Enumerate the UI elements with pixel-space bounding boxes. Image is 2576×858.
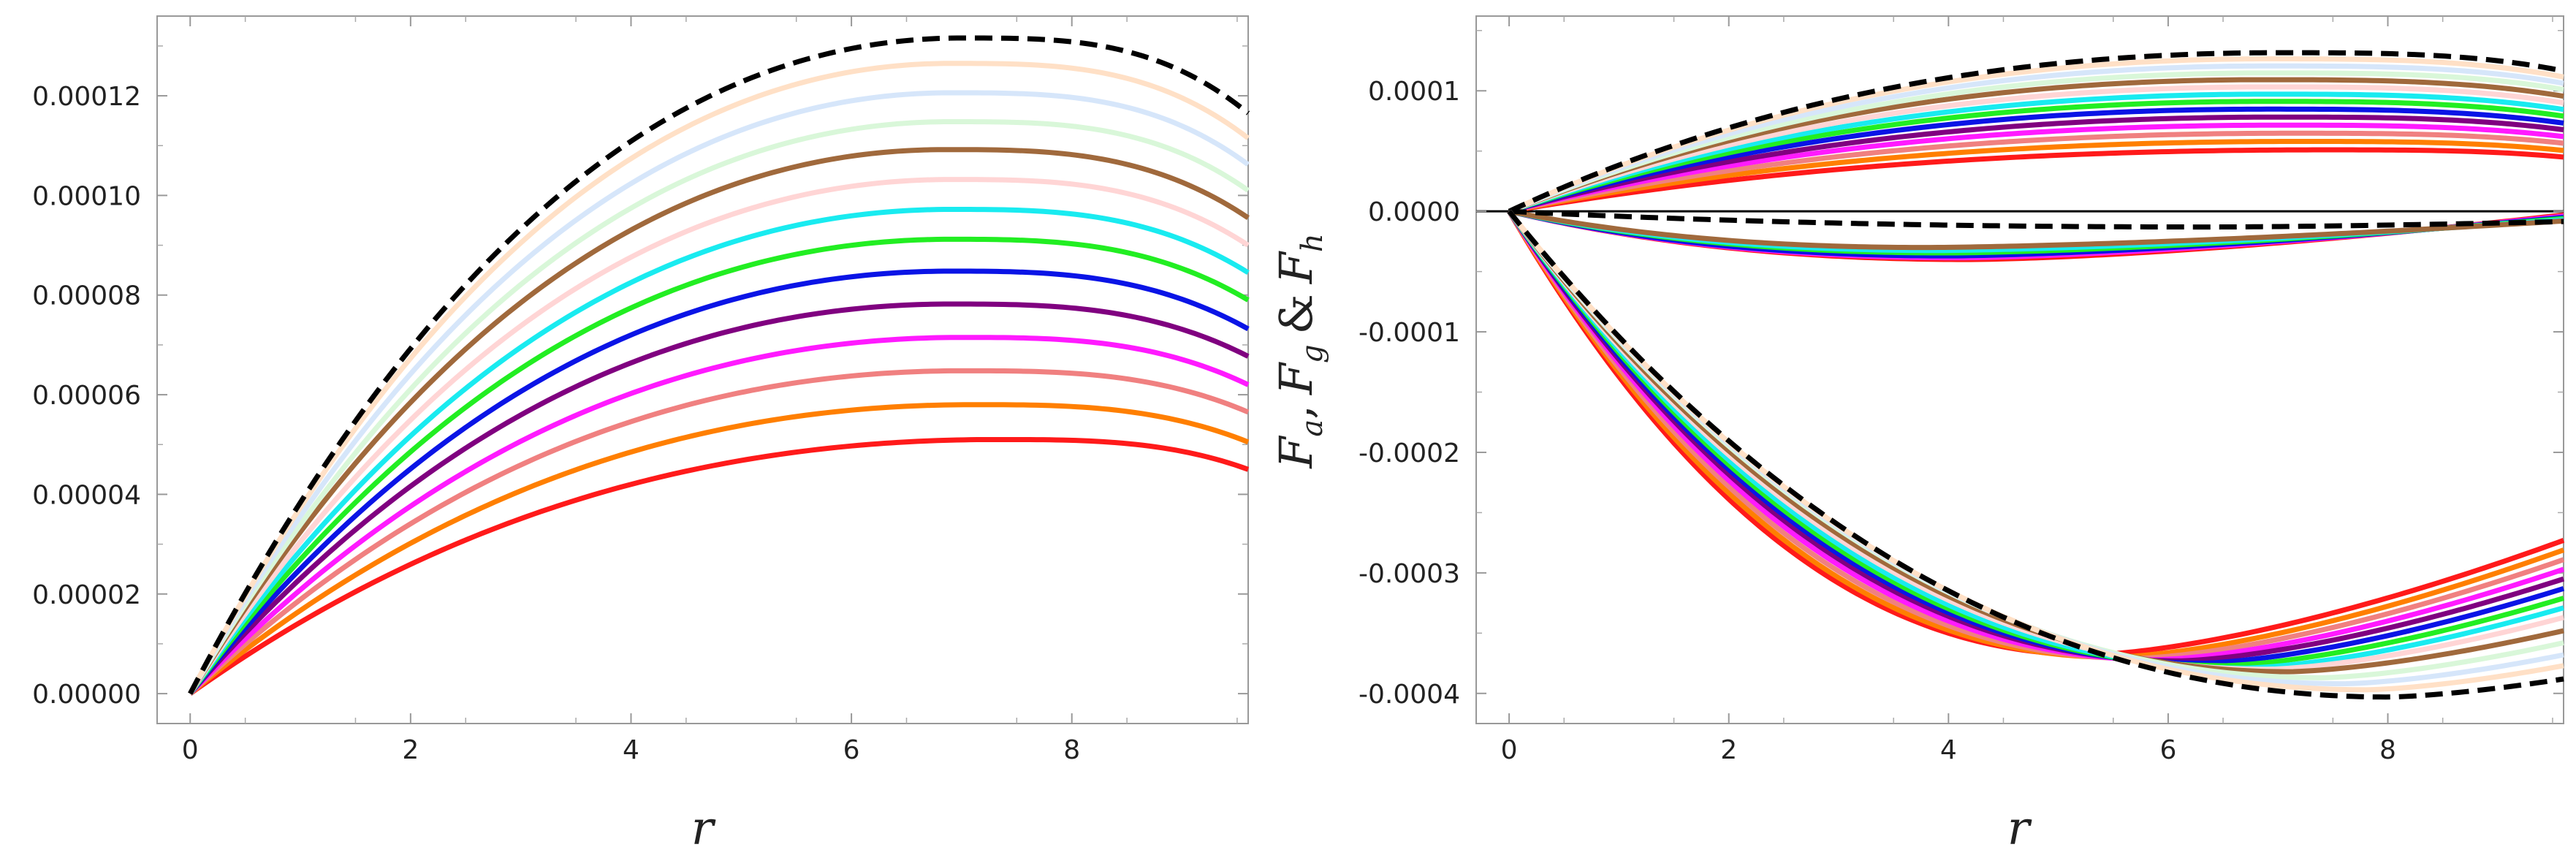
right-y-tick-label: -0.0003 [1359,559,1460,589]
right-upper-series-line-green-light [1508,70,2564,214]
right-lower-series-line-peach-light [1507,209,2564,693]
ylabel-ampersand: & [1269,294,1323,334]
right-lower-series-line-black-dashed [1507,209,2564,700]
right-lower-series-line-magenta [1507,210,2565,663]
right-upper-series-line-blue-light [1508,63,2564,214]
ylabel-F-a: F [1269,436,1323,469]
left-panel: 0.00000 0.00002 0.00004 0.00006 0.00008 0.000… [32,15,1250,856]
right-x-tick-label: 6 [2159,735,2176,765]
left-x-tick-label: 6 [843,735,860,765]
right-upper-series-line-pink-light [1508,84,2564,214]
left-x-tick-label: 0 [182,735,199,765]
right-lower-group [1507,209,2565,700]
left-series-group [188,35,1250,696]
left-y-tick-label: 0.00008 [32,281,141,311]
left-plot-frame [156,15,1249,724]
right-series-group [1507,50,2565,700]
right-y-tick-label: -0.0001 [1359,318,1460,348]
left-x-tick-label: 8 [1063,735,1080,765]
ylabel-F-h: F [1269,251,1323,284]
left-series-line-blue-light [188,90,1250,695]
right-upper-series-line-purple [1508,114,2564,214]
right-y-tick-label: -0.0002 [1359,439,1460,468]
left-series-line-orange [189,402,1250,696]
left-x-tick-label: 2 [402,735,419,765]
right-upper-series-line-magenta [1508,122,2564,214]
right-middle-group [1508,208,2564,262]
right-upper-series-line-cyan [1508,91,2564,214]
right-lower-series-line-cyan [1507,210,2564,671]
right-x-tick-label: 0 [1501,735,1518,765]
right-x-tick-label: 8 [2379,735,2396,765]
right-middle-series-line-brown [1508,208,2564,251]
right-y-axis-title: Fa, Fg & Fh [1269,233,1329,468]
right-panel: 0.0001 0.0000 -0.0001 -0.0002 -0.0003 -0.0004… [1269,15,2565,856]
left-x-tick-labels: 0 2 4 6 8 [182,735,1080,765]
left-x-tick-label: 4 [623,735,639,765]
left-series-line-magenta [188,335,1250,696]
right-x-tick-label: 4 [1940,735,1957,765]
right-y-tick-label: -0.0004 [1359,680,1460,710]
right-upper-series-line-orange [1508,139,2564,214]
ylabel-sub-g: g [1296,344,1329,363]
left-y-tick-labels: 0.00000 0.00002 0.00004 0.00006 0.00008 0.000… [32,82,141,710]
right-lower-series-line-blue-light [1507,209,2564,687]
right-plot-frame [1475,15,2564,724]
left-x-axis-title: r [691,802,716,856]
left-series-line-cyan [188,207,1250,696]
left-series-line-pink-light [188,177,1250,696]
right-x-tick-labels: 0 2 4 6 8 [1501,735,2396,765]
left-y-tick-label: 0.00012 [32,82,141,112]
left-series-line-purple [188,301,1250,696]
left-series-line-peach-light [188,61,1250,695]
right-middle-series-line-black-dashed [1508,208,2564,230]
ylabel-sub-h: h [1296,233,1329,252]
right-upper-series-line-black-dashed [1508,50,2564,214]
right-upper-series-line-blue [1508,106,2564,214]
left-y-tick-label: 0.00002 [32,580,141,610]
left-series-line-salmon [188,368,1250,696]
ylabel-comma: , [1269,405,1323,419]
left-series-line-blue [188,268,1250,696]
right-y-tick-label: 0.0000 [1368,197,1460,227]
right-upper-series-line-salmon [1508,130,2564,214]
left-y-tick-label: 0.00010 [32,181,141,211]
ylabel-sub-a: a [1296,419,1329,437]
ylabel-F-g: F [1269,362,1323,395]
left-y-tick-label: 0.00000 [32,680,141,710]
right-x-tick-label: 2 [1720,735,1737,765]
right-y-tick-labels: 0.0001 0.0000 -0.0001 -0.0002 -0.0003 -0.0004 [1359,77,1460,710]
right-upper-series-line-green [1508,99,2564,214]
left-series-line-brown [188,147,1250,695]
right-upper-series-line-red [1508,147,2564,214]
right-upper-group [1508,50,2564,214]
right-x-axis-title: r [2007,802,2032,856]
right-y-tick-label: 0.0001 [1368,77,1460,107]
left-y-tick-label: 0.00004 [32,480,141,510]
left-series-line-green [188,236,1250,696]
left-y-tick-label: 0.00006 [32,381,141,411]
left-series-line-red [189,436,1250,696]
left-series-line-green-light [188,119,1250,695]
